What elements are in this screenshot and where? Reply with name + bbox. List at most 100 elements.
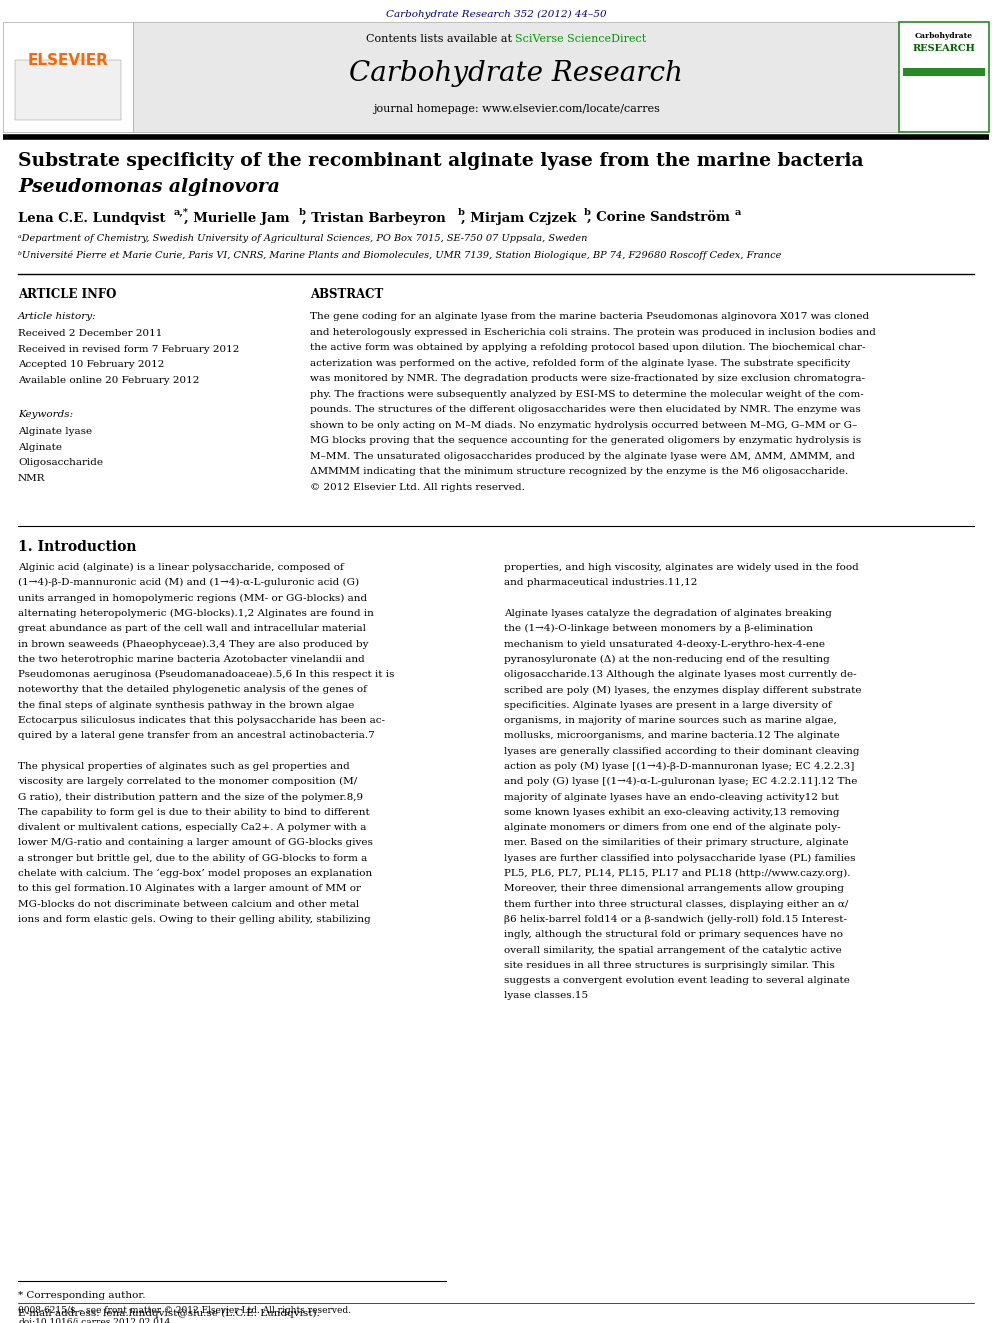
Text: MG blocks proving that the sequence accounting for the generated oligomers by en: MG blocks proving that the sequence acco… [310,437,861,445]
Text: divalent or multivalent cations, especially Ca2+. A polymer with a: divalent or multivalent cations, especia… [18,823,366,832]
Text: oligosaccharide.13 Although the alginate lyases most currently de-: oligosaccharide.13 Although the alginate… [504,671,857,679]
Text: journal homepage: www.elsevier.com/locate/carres: journal homepage: www.elsevier.com/locat… [373,105,660,114]
Text: Received in revised form 7 February 2012: Received in revised form 7 February 2012 [18,344,239,353]
Text: Substrate specificity of the recombinant alginate lyase from the marine bacteria: Substrate specificity of the recombinant… [18,152,863,169]
Text: great abundance as part of the cell wall and intracellular material: great abundance as part of the cell wall… [18,624,366,634]
Text: Article history:: Article history: [18,312,96,321]
Text: site residues in all three structures is surprisingly similar. This: site residues in all three structures is… [504,960,834,970]
Text: ᵇUniversité Pierre et Marie Curie, Paris VI, CNRS, Marine Plants and Biomolecule: ᵇUniversité Pierre et Marie Curie, Paris… [18,251,782,261]
Text: (1→4)-β-D-mannuronic acid (M) and (1→4)-α-L-guluronic acid (G): (1→4)-β-D-mannuronic acid (M) and (1→4)-… [18,578,359,587]
Text: Carbohydrate Research: Carbohydrate Research [349,60,682,87]
Text: The physical properties of alginates such as gel properties and: The physical properties of alginates suc… [18,762,350,771]
Text: alginate monomers or dimers from one end of the alginate poly-: alginate monomers or dimers from one end… [504,823,840,832]
Text: in brown seaweeds (Phaeophyceae).3,4 They are also produced by: in brown seaweeds (Phaeophyceae).3,4 The… [18,639,368,648]
Text: the active form was obtained by applying a refolding protocol based upon dilutio: the active form was obtained by applying… [310,343,865,352]
Text: ΔMMMM indicating that the minimum structure recognized by the enzyme is the M6 o: ΔMMMM indicating that the minimum struct… [310,467,848,476]
Text: Alginate: Alginate [18,442,62,451]
Text: b: b [457,208,464,217]
Text: * Corresponding author.: * Corresponding author. [18,1291,146,1301]
Text: mechanism to yield unsaturated 4-deoxy-L-erythro-hex-4-ene: mechanism to yield unsaturated 4-deoxy-L… [504,639,825,648]
Text: the (1→4)-O-linkage between monomers by a β-elimination: the (1→4)-O-linkage between monomers by … [504,624,813,634]
Text: mer. Based on the similarities of their primary structure, alginate: mer. Based on the similarities of their … [504,839,848,848]
Text: b: b [584,208,591,217]
Text: Received 2 December 2011: Received 2 December 2011 [18,329,163,337]
Text: and pharmaceutical industries.11,12: and pharmaceutical industries.11,12 [504,578,697,587]
Text: acterization was performed on the active, refolded form of the alginate lyase. T: acterization was performed on the active… [310,359,850,368]
Text: organisms, in majority of marine sources such as marine algae,: organisms, in majority of marine sources… [504,716,836,725]
Text: noteworthy that the detailed phylogenetic analysis of the genes of: noteworthy that the detailed phylogeneti… [18,685,367,695]
Text: pyranosyluronate (Δ) at the non-reducing end of the resulting: pyranosyluronate (Δ) at the non-reducing… [504,655,829,664]
Text: Moreover, their three dimensional arrangements allow grouping: Moreover, their three dimensional arrang… [504,884,844,893]
Text: , Tristan Barbeyron: , Tristan Barbeyron [302,212,445,225]
Text: b: b [299,208,306,217]
Text: action as poly (M) lyase [(1→4)-β-D-mannuronan lyase; EC 4.2.2.3]: action as poly (M) lyase [(1→4)-β-D-mann… [504,762,854,771]
Text: Carbohydrate Research 352 (2012) 44–50: Carbohydrate Research 352 (2012) 44–50 [386,11,606,19]
Text: chelate with calcium. The ‘egg-box’ model proposes an explanation: chelate with calcium. The ‘egg-box’ mode… [18,869,372,878]
Text: , Murielle Jam: , Murielle Jam [184,212,290,225]
Text: was monitored by NMR. The degradation products were size-fractionated by size ex: was monitored by NMR. The degradation pr… [310,374,865,382]
Text: units arranged in homopolymeric regions (MM- or GG-blocks) and: units arranged in homopolymeric regions … [18,594,367,603]
Text: viscosity are largely correlated to the monomer composition (M/: viscosity are largely correlated to the … [18,777,357,786]
Text: a: a [735,208,741,217]
Text: , Mirjam Czjzek: , Mirjam Czjzek [461,212,576,225]
Text: suggests a convergent evolution event leading to several alginate: suggests a convergent evolution event le… [504,976,850,986]
Text: and poly (G) lyase [(1→4)-α-L-guluronan lyase; EC 4.2.2.11].12 The: and poly (G) lyase [(1→4)-α-L-guluronan … [504,777,857,786]
Text: specificities. Alginate lyases are present in a large diversity of: specificities. Alginate lyases are prese… [504,701,831,709]
Text: mollusks, microorganisms, and marine bacteria.12 The alginate: mollusks, microorganisms, and marine bac… [504,732,840,741]
Text: and heterologously expressed in Escherichia coli strains. The protein was produc: and heterologously expressed in Escheric… [310,328,876,336]
Text: M–MM. The unsaturated oligosaccharides produced by the alginate lyase were ΔM, Δ: M–MM. The unsaturated oligosaccharides p… [310,451,855,460]
Text: alternating heteropolymeric (MG-blocks).1,2 Alginates are found in: alternating heteropolymeric (MG-blocks).… [18,609,374,618]
Text: lyases are generally classified according to their dominant cleaving: lyases are generally classified accordin… [504,746,859,755]
Text: SciVerse ScienceDirect: SciVerse ScienceDirect [515,34,646,44]
Text: 0008-6215/$ – see front matter © 2012 Elsevier Ltd. All rights reserved.: 0008-6215/$ – see front matter © 2012 El… [18,1306,351,1315]
Text: Available online 20 February 2012: Available online 20 February 2012 [18,376,199,385]
Text: G ratio), their distribution pattern and the size of the polymer.8,9: G ratio), their distribution pattern and… [18,792,363,802]
Text: Keywords:: Keywords: [18,410,73,419]
FancyBboxPatch shape [15,60,121,120]
Text: The gene coding for an alginate lyase from the marine bacteria Pseudomonas algin: The gene coding for an alginate lyase fr… [310,312,869,321]
Text: Alginic acid (alginate) is a linear polysaccharide, composed of: Alginic acid (alginate) is a linear poly… [18,564,344,572]
FancyBboxPatch shape [899,22,989,132]
Text: lower M/G-ratio and containing a larger amount of GG-blocks gives: lower M/G-ratio and containing a larger … [18,839,373,848]
Text: a,*: a,* [174,208,188,217]
Text: Pseudomonas aeruginosa (Pseudomanadoaceae).5,6 In this respect it is: Pseudomonas aeruginosa (Pseudomanadoacea… [18,671,395,679]
Text: 1. Introduction: 1. Introduction [18,540,137,554]
Text: them further into three structural classes, displaying either an α/: them further into three structural class… [504,900,848,909]
Text: Ectocarpus siliculosus indicates that this polysaccharide has been ac-: Ectocarpus siliculosus indicates that th… [18,716,385,725]
Text: Lena C.E. Lundqvist: Lena C.E. Lundqvist [18,212,166,225]
Text: lyase classes.15: lyase classes.15 [504,991,588,1000]
Text: NMR: NMR [18,474,46,483]
Text: PL5, PL6, PL7, PL14, PL15, PL17 and PL18 (http://www.cazy.org).: PL5, PL6, PL7, PL14, PL15, PL17 and PL18… [504,869,850,878]
Text: scribed are poly (M) lyases, the enzymes display different substrate: scribed are poly (M) lyases, the enzymes… [504,685,861,695]
Text: the two heterotrophic marine bacteria Azotobacter vinelandii and: the two heterotrophic marine bacteria Az… [18,655,365,664]
Text: Pseudomonas alginovora: Pseudomonas alginovora [18,179,280,196]
Text: The capability to form gel is due to their ability to bind to different: The capability to form gel is due to the… [18,808,370,816]
Text: the final steps of alginate synthesis pathway in the brown algae: the final steps of alginate synthesis pa… [18,701,354,709]
Text: ᵃDepartment of Chemistry, Swedish University of Agricultural Sciences, PO Box 70: ᵃDepartment of Chemistry, Swedish Univer… [18,234,587,243]
Text: , Corine Sandström: , Corine Sandström [587,212,730,225]
Text: E-mail address: lena.lundqvist@slu.se (L.C.E. Lundqvist).: E-mail address: lena.lundqvist@slu.se (L… [18,1308,319,1318]
Text: to this gel formation.10 Alginates with a larger amount of MM or: to this gel formation.10 Alginates with … [18,884,361,893]
FancyBboxPatch shape [903,67,985,75]
Text: β6 helix-barrel fold14 or a β-sandwich (jelly-roll) fold.15 Interest-: β6 helix-barrel fold14 or a β-sandwich (… [504,916,847,923]
Text: phy. The fractions were subsequently analyzed by ESI-MS to determine the molecul: phy. The fractions were subsequently ana… [310,389,864,398]
Text: quired by a lateral gene transfer from an ancestral actinobacteria.7: quired by a lateral gene transfer from a… [18,732,375,741]
Text: lyases are further classified into polysaccharide lyase (PL) families: lyases are further classified into polys… [504,853,855,863]
Text: majority of alginate lyases have an endo-cleaving activity12 but: majority of alginate lyases have an endo… [504,792,839,802]
Text: Alginate lyases catalyze the degradation of alginates breaking: Alginate lyases catalyze the degradation… [504,609,832,618]
Text: Carbohydrate: Carbohydrate [915,32,973,40]
Text: Alginate lyase: Alginate lyase [18,427,92,437]
Text: ions and form elastic gels. Owing to their gelling ability, stabilizing: ions and form elastic gels. Owing to the… [18,916,371,923]
Text: Accepted 10 February 2012: Accepted 10 February 2012 [18,360,165,369]
Text: overall similarity, the spatial arrangement of the catalytic active: overall similarity, the spatial arrangem… [504,946,842,954]
Text: ELSEVIER: ELSEVIER [28,53,108,67]
Text: RESEARCH: RESEARCH [913,44,975,53]
Text: a stronger but brittle gel, due to the ability of GG-blocks to form a: a stronger but brittle gel, due to the a… [18,853,367,863]
Text: Contents lists available at: Contents lists available at [365,34,515,44]
Text: doi:10.1016/j.carres.2012.02.014: doi:10.1016/j.carres.2012.02.014 [18,1318,171,1323]
Text: ingly, although the structural fold or primary sequences have no: ingly, although the structural fold or p… [504,930,843,939]
Text: Oligosaccharide: Oligosaccharide [18,458,103,467]
Text: properties, and high viscosity, alginates are widely used in the food: properties, and high viscosity, alginate… [504,564,859,572]
Text: pounds. The structures of the different oligosaccharides were then elucidated by: pounds. The structures of the different … [310,405,861,414]
Text: ABSTRACT: ABSTRACT [310,288,383,302]
